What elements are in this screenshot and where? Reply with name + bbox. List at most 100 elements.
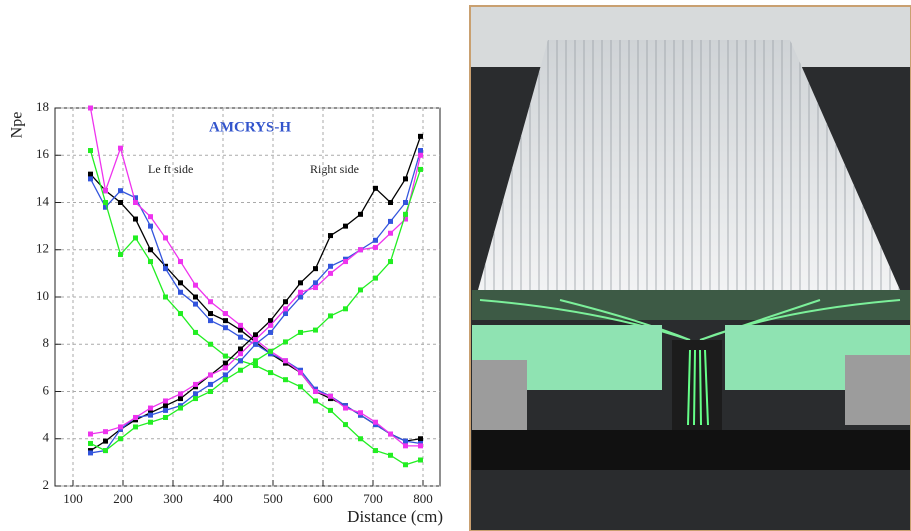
point xyxy=(148,214,153,220)
point xyxy=(88,431,93,437)
point xyxy=(223,377,228,383)
point xyxy=(148,247,153,253)
point xyxy=(223,365,228,371)
point xyxy=(268,329,273,335)
point xyxy=(208,299,213,305)
point xyxy=(118,188,123,194)
point xyxy=(328,313,333,319)
point xyxy=(298,370,303,376)
point xyxy=(223,318,228,324)
point xyxy=(253,337,258,343)
point xyxy=(253,332,258,338)
point xyxy=(88,171,93,177)
point xyxy=(208,372,213,378)
point xyxy=(238,367,243,373)
point xyxy=(148,405,153,411)
y-axis-label: Npe xyxy=(9,112,26,139)
x-tick-label: 400 xyxy=(213,491,233,506)
point xyxy=(418,443,423,449)
point xyxy=(298,289,303,295)
y-tick-label: 10 xyxy=(36,288,49,303)
point xyxy=(178,405,183,411)
point xyxy=(313,285,318,291)
photo xyxy=(469,5,911,531)
point xyxy=(133,235,138,241)
point xyxy=(103,438,108,444)
point xyxy=(88,176,93,182)
point xyxy=(283,358,288,364)
point xyxy=(163,398,168,404)
point xyxy=(178,289,183,295)
point xyxy=(403,438,408,444)
point xyxy=(163,294,168,300)
x-tick-label: 600 xyxy=(313,491,333,506)
point xyxy=(328,393,333,399)
point xyxy=(358,211,363,217)
point xyxy=(208,318,213,324)
point xyxy=(118,436,123,442)
point xyxy=(283,299,288,305)
point xyxy=(403,211,408,217)
y-tick-label: 4 xyxy=(43,430,50,445)
point xyxy=(328,270,333,276)
point xyxy=(418,436,423,442)
point xyxy=(223,325,228,331)
annotation: Le ft side xyxy=(148,162,193,176)
point xyxy=(238,358,243,364)
point xyxy=(418,152,423,158)
point xyxy=(193,282,198,288)
x-tick-label: 500 xyxy=(263,491,283,506)
point xyxy=(328,407,333,413)
point xyxy=(373,185,378,191)
point xyxy=(133,216,138,222)
y-tick-label: 6 xyxy=(43,382,50,397)
point xyxy=(268,322,273,328)
point xyxy=(103,200,108,205)
point xyxy=(118,424,123,430)
point xyxy=(178,280,183,286)
point xyxy=(358,287,363,293)
point xyxy=(418,148,423,154)
point xyxy=(88,148,93,154)
point xyxy=(403,462,408,468)
point xyxy=(283,339,288,345)
point xyxy=(178,259,183,265)
point xyxy=(118,145,123,151)
point xyxy=(343,259,348,265)
point xyxy=(298,384,303,390)
point xyxy=(388,452,393,458)
point xyxy=(283,311,288,317)
point xyxy=(418,133,423,139)
point xyxy=(88,440,93,446)
point xyxy=(343,306,348,312)
point xyxy=(208,341,213,347)
point xyxy=(223,360,228,366)
point xyxy=(313,327,318,333)
point xyxy=(223,353,228,359)
point xyxy=(103,188,108,194)
point xyxy=(403,443,408,449)
point xyxy=(298,329,303,335)
annotation: Right side xyxy=(310,162,359,176)
point xyxy=(133,414,138,420)
point xyxy=(193,396,198,402)
point xyxy=(88,105,93,111)
point xyxy=(388,259,393,265)
point xyxy=(403,176,408,182)
point xyxy=(103,429,108,435)
point xyxy=(358,247,363,253)
point xyxy=(163,235,168,241)
y-tick-label: 18 xyxy=(36,99,49,114)
point xyxy=(178,391,183,397)
point xyxy=(223,372,228,378)
point xyxy=(313,398,318,404)
point xyxy=(178,396,183,402)
point xyxy=(118,251,123,257)
point xyxy=(148,223,153,229)
point xyxy=(388,431,393,437)
point xyxy=(253,341,258,347)
point xyxy=(253,363,258,369)
point xyxy=(313,280,318,286)
point xyxy=(388,200,393,205)
